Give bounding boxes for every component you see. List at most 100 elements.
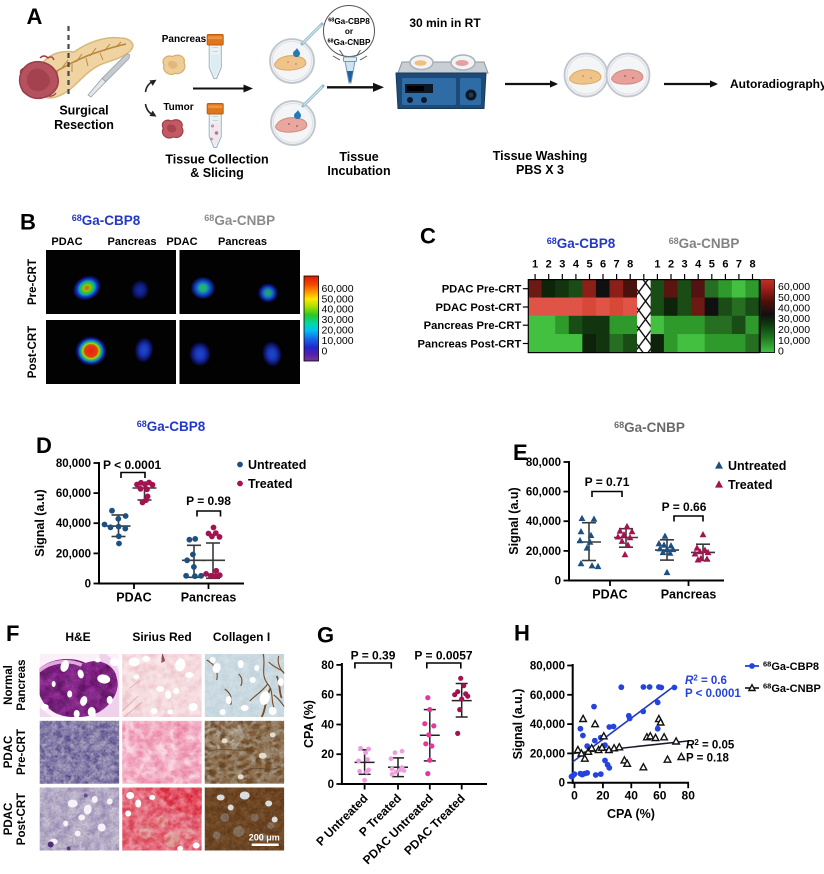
svg-text:30 min in RT: 30 min in RT xyxy=(409,16,481,30)
svg-text:B: B xyxy=(20,210,36,235)
svg-text:G: G xyxy=(317,623,334,648)
svg-text:4: 4 xyxy=(573,259,580,271)
svg-text:68Ga-CBP8: 68Ga-CBP8 xyxy=(547,236,616,251)
svg-text:Pancreas: Pancreas xyxy=(16,659,28,710)
svg-text:Tissue Collection: Tissue Collection xyxy=(165,153,268,167)
svg-text:20,000: 20,000 xyxy=(526,546,561,558)
svg-text:40,000: 40,000 xyxy=(778,303,810,315)
svg-text:80: 80 xyxy=(321,660,334,672)
svg-text:68Ga-CBP8: 68Ga-CBP8 xyxy=(763,660,819,674)
svg-text:0: 0 xyxy=(571,789,578,803)
svg-text:& Slicing: & Slicing xyxy=(190,166,243,180)
svg-text:Pancreas: Pancreas xyxy=(218,236,267,248)
svg-text:20,000: 20,000 xyxy=(778,324,810,336)
svg-text:Pancreas: Pancreas xyxy=(181,591,237,605)
svg-text:4: 4 xyxy=(695,259,702,271)
svg-text:40,000: 40,000 xyxy=(530,719,565,731)
svg-text:68Ga-CBP8: 68Ga-CBP8 xyxy=(328,17,370,26)
svg-text:Tumor: Tumor xyxy=(163,102,193,113)
svg-text:10,000: 10,000 xyxy=(778,335,810,347)
svg-text:PDAC Pre-CRT: PDAC Pre-CRT xyxy=(442,284,522,296)
svg-text:0: 0 xyxy=(85,579,91,591)
svg-text:Pancreas Pre-CRT: Pancreas Pre-CRT xyxy=(424,320,522,332)
svg-text:D: D xyxy=(36,433,52,458)
svg-text:Surgical: Surgical xyxy=(59,104,108,118)
svg-text:8: 8 xyxy=(749,259,755,271)
svg-text:80: 80 xyxy=(682,789,696,803)
svg-text:Signal (a.u.): Signal (a.u.) xyxy=(511,689,525,760)
svg-text:Post-CRT: Post-CRT xyxy=(27,326,39,378)
svg-text:3: 3 xyxy=(682,259,688,271)
svg-text:68Ga-CBP8: 68Ga-CBP8 xyxy=(72,213,141,228)
svg-text:6: 6 xyxy=(600,259,606,271)
svg-text:0: 0 xyxy=(555,576,561,588)
svg-text:6: 6 xyxy=(722,259,728,271)
svg-text:68Ga-CNBP: 68Ga-CNBP xyxy=(328,38,372,47)
svg-text:40,000: 40,000 xyxy=(56,518,91,530)
svg-text:8: 8 xyxy=(627,259,633,271)
svg-text:PDAC: PDAC xyxy=(166,236,197,248)
svg-text:Treated: Treated xyxy=(248,477,292,491)
svg-text:0: 0 xyxy=(322,346,328,358)
svg-text:Pancreas: Pancreas xyxy=(108,236,157,248)
svg-text:40,000: 40,000 xyxy=(322,304,354,316)
svg-text:80,000: 80,000 xyxy=(56,458,91,470)
svg-text:60,000: 60,000 xyxy=(526,487,561,499)
svg-text:PDAC Post-CRT: PDAC Post-CRT xyxy=(436,302,522,314)
svg-text:PDAC: PDAC xyxy=(592,588,627,602)
svg-text:68Ga-CNBP: 68Ga-CNBP xyxy=(614,420,685,435)
svg-text:20: 20 xyxy=(596,789,610,803)
svg-text:10,000: 10,000 xyxy=(322,335,354,347)
svg-text:PDAC: PDAC xyxy=(51,236,82,248)
svg-text:Treated: Treated xyxy=(728,478,772,492)
svg-text:50,000: 50,000 xyxy=(322,293,354,305)
svg-text:Pre-CRT: Pre-CRT xyxy=(16,729,28,775)
svg-text:Signal (a.u): Signal (a.u) xyxy=(507,487,521,554)
svg-text:0: 0 xyxy=(559,778,565,790)
svg-text:20,000: 20,000 xyxy=(530,748,565,760)
svg-text:A: A xyxy=(27,4,43,29)
svg-text:68Ga-CNBP: 68Ga-CNBP xyxy=(669,236,740,251)
svg-text:Pre-CRT: Pre-CRT xyxy=(27,259,39,305)
svg-text:60,000: 60,000 xyxy=(778,281,810,293)
svg-text:CPA (%): CPA (%) xyxy=(302,700,316,748)
svg-text:Pancreas Post-CRT: Pancreas Post-CRT xyxy=(417,339,521,351)
svg-text:P < 0.0001: P < 0.0001 xyxy=(103,458,161,472)
svg-text:40,000: 40,000 xyxy=(526,516,561,528)
svg-text:1: 1 xyxy=(532,259,538,271)
svg-text:80,000: 80,000 xyxy=(530,661,565,673)
svg-text:PDAC: PDAC xyxy=(3,803,15,836)
svg-text:0: 0 xyxy=(328,779,334,791)
svg-text:200 μm: 200 μm xyxy=(249,833,280,843)
svg-text:60,000: 60,000 xyxy=(530,690,565,702)
svg-text:PDAC: PDAC xyxy=(116,591,151,605)
svg-text:2: 2 xyxy=(546,259,552,271)
svg-text:68Ga-CNBP: 68Ga-CNBP xyxy=(763,682,821,696)
svg-text:20,000: 20,000 xyxy=(56,548,91,560)
svg-text:5: 5 xyxy=(709,259,715,271)
svg-text:40: 40 xyxy=(321,720,334,732)
svg-text:R2 = 0.05: R2 = 0.05 xyxy=(686,738,735,752)
svg-text:H&E: H&E xyxy=(65,630,90,644)
svg-text:Signal (a.u): Signal (a.u) xyxy=(33,489,47,556)
svg-text:20: 20 xyxy=(321,749,334,761)
svg-text:Normal: Normal xyxy=(3,665,15,705)
svg-text:P = 0.39: P = 0.39 xyxy=(351,649,396,663)
svg-text:H: H xyxy=(514,621,530,646)
svg-text:60: 60 xyxy=(321,690,334,702)
svg-text:60: 60 xyxy=(653,789,667,803)
svg-text:R2 = 0.6: R2 = 0.6 xyxy=(685,674,727,688)
svg-text:P = 0.18: P = 0.18 xyxy=(686,753,730,765)
svg-text:Tissue: Tissue xyxy=(339,150,378,164)
svg-text:20,000: 20,000 xyxy=(322,325,354,337)
svg-text:Untreated: Untreated xyxy=(728,459,786,473)
svg-text:7: 7 xyxy=(736,259,742,271)
svg-text:Tissue Washing: Tissue Washing xyxy=(493,149,587,163)
svg-text:50,000: 50,000 xyxy=(778,292,810,304)
svg-text:C: C xyxy=(420,224,436,249)
svg-text:PBS X 3: PBS X 3 xyxy=(516,163,564,177)
svg-text:80,000: 80,000 xyxy=(526,457,561,469)
svg-text:or: or xyxy=(345,27,354,36)
svg-text:P < 0.0001: P < 0.0001 xyxy=(685,688,741,700)
svg-text:Sirius Red: Sirius Red xyxy=(132,630,191,644)
